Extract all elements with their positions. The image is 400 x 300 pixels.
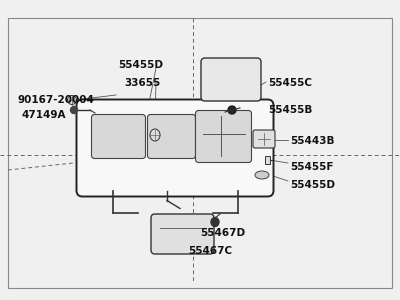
FancyBboxPatch shape: [92, 115, 146, 158]
Ellipse shape: [150, 129, 160, 141]
Text: 55443B: 55443B: [290, 136, 334, 146]
Ellipse shape: [211, 218, 219, 226]
Bar: [265, 156, 270, 164]
Text: 55455D: 55455D: [290, 180, 335, 190]
FancyBboxPatch shape: [201, 58, 261, 101]
Text: 55455C: 55455C: [268, 78, 312, 88]
Text: 47149A: 47149A: [22, 110, 66, 120]
Text: 55455B: 55455B: [268, 105, 312, 115]
Ellipse shape: [68, 95, 76, 104]
Ellipse shape: [255, 171, 269, 179]
Text: 55467C: 55467C: [188, 246, 232, 256]
FancyBboxPatch shape: [148, 115, 196, 158]
FancyBboxPatch shape: [76, 100, 274, 196]
FancyBboxPatch shape: [196, 110, 252, 163]
FancyBboxPatch shape: [253, 130, 275, 148]
Text: 33655: 33655: [124, 78, 160, 88]
FancyBboxPatch shape: [151, 214, 214, 254]
Text: 90167-20004: 90167-20004: [18, 95, 95, 105]
Ellipse shape: [228, 106, 236, 114]
Ellipse shape: [70, 106, 78, 113]
Text: 55455D: 55455D: [118, 60, 163, 70]
Text: 55467D: 55467D: [200, 228, 245, 238]
Text: 55455F: 55455F: [290, 162, 334, 172]
